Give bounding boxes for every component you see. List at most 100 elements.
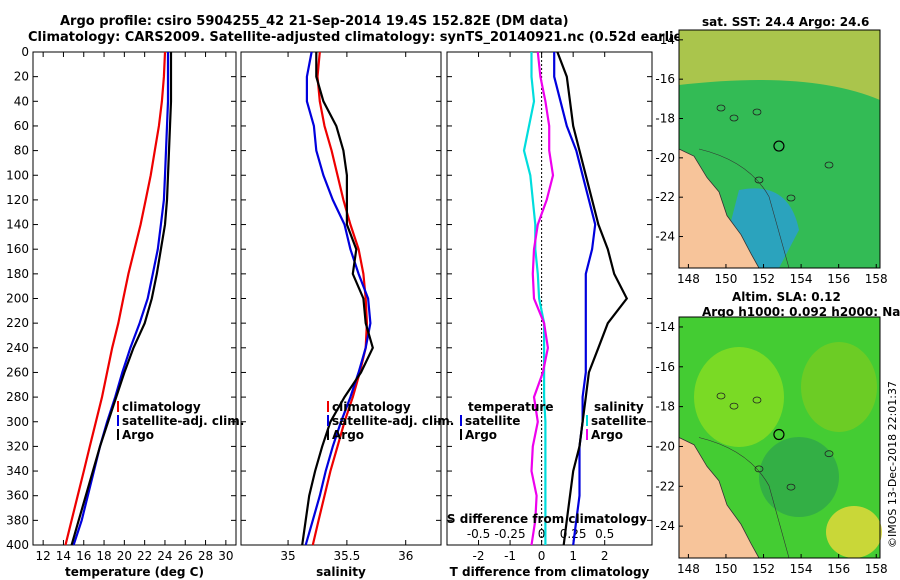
sla-isobath bbox=[698, 437, 790, 559]
difference-series-satellite bbox=[553, 52, 597, 546]
sst-title: sat. SST: 24.4 Argo: 24.6 bbox=[702, 15, 870, 29]
sla-lat-tick-label: -22 bbox=[655, 479, 675, 493]
sst-lat-tick-label: -24 bbox=[655, 230, 675, 244]
depth-tick-label: 360 bbox=[6, 489, 29, 503]
temperature-x-tick-label: 12 bbox=[36, 549, 51, 563]
sst-warm-region bbox=[679, 30, 880, 100]
sla-lat-tick-label: -18 bbox=[655, 400, 675, 414]
temperature-series-satellite bbox=[72, 52, 170, 546]
temperature-x-tick-label: 14 bbox=[56, 549, 71, 563]
sla-lon-tick-label: 148 bbox=[677, 562, 700, 576]
depth-tick-label: 40 bbox=[14, 94, 29, 108]
sla-high-region bbox=[826, 506, 882, 558]
sst-lon-tick-label: 150 bbox=[715, 272, 738, 286]
salinity-x-tick-label: 35 bbox=[280, 549, 295, 563]
temperature-x-tick-label: 18 bbox=[96, 549, 111, 563]
sla-reef bbox=[786, 483, 796, 491]
sst-reef bbox=[786, 194, 796, 202]
tdiff-x-tick-label: 2 bbox=[601, 549, 609, 563]
sst-lat-tick-label: -18 bbox=[655, 112, 675, 126]
temperature-series-climatology bbox=[64, 51, 167, 546]
sla-lon-tick-label: 152 bbox=[752, 562, 775, 576]
tdiff-x-tick-label: 0 bbox=[538, 549, 546, 563]
sdiff-x-tick-label: 0.5 bbox=[595, 527, 614, 541]
sla-reef bbox=[824, 450, 834, 458]
salinity-legend-label: Argo bbox=[332, 428, 364, 442]
sst-float-marker bbox=[773, 140, 785, 152]
depth-tick-label: 300 bbox=[6, 415, 29, 429]
sst-lon-tick-label: 152 bbox=[752, 272, 775, 286]
chart-title-line2: Climatology: CARS2009. Satellite-adjuste… bbox=[28, 30, 695, 45]
sla-title: Altim. SLA: 0.12 bbox=[732, 290, 841, 304]
sla-subtitle: Argo h1000: 0.092 h2000: NaN bbox=[702, 305, 900, 319]
sst-lon-tick-label: 156 bbox=[827, 272, 850, 286]
depth-tick-label: 20 bbox=[14, 70, 29, 84]
sst-lat-tick-label: -20 bbox=[655, 151, 675, 165]
difference-series-argo bbox=[556, 51, 629, 546]
depth-tick-label: 260 bbox=[6, 365, 29, 379]
diff-legend-salinity-heading: salinity bbox=[594, 400, 644, 414]
sst-reef bbox=[716, 104, 726, 112]
temperature-x-tick-label: 30 bbox=[218, 549, 233, 563]
sst-isobath bbox=[698, 148, 790, 269]
salinity-axis-label: salinity bbox=[316, 565, 366, 579]
sla-reef bbox=[754, 465, 764, 473]
sla-lon-tick-label: 150 bbox=[715, 562, 738, 576]
sla-reef bbox=[716, 392, 726, 400]
sla-lat-tick-label: -24 bbox=[655, 519, 675, 533]
depth-tick-label: 380 bbox=[6, 513, 29, 527]
temperature-x-tick-label: 16 bbox=[76, 549, 91, 563]
depth-tick-label: 400 bbox=[6, 538, 29, 552]
depth-tick-label: 340 bbox=[6, 464, 29, 478]
sst-lat-tick-label: -16 bbox=[655, 72, 675, 86]
sla-lat-tick-label: -20 bbox=[655, 439, 675, 453]
salinity-series-argo bbox=[301, 52, 374, 546]
salinity-plot-frame bbox=[240, 51, 442, 546]
salinity-legend-label: climatology bbox=[332, 400, 411, 414]
salinity-x-tick-label: 35.5 bbox=[334, 549, 361, 563]
depth-tick-label: 280 bbox=[6, 390, 29, 404]
sla-lat-tick-label: -14 bbox=[655, 320, 675, 334]
difference-series-s_climatology bbox=[530, 51, 555, 546]
salinity-series-satellite bbox=[304, 51, 372, 546]
sla-lon-tick-label: 154 bbox=[790, 562, 813, 576]
salinity-series-climatology bbox=[311, 51, 369, 546]
sla-map-frame bbox=[678, 316, 881, 559]
sst-reef bbox=[752, 108, 762, 116]
tdiff-x-tick-label: -2 bbox=[473, 549, 485, 563]
sst-reef bbox=[824, 161, 834, 169]
sla-low-region bbox=[759, 437, 839, 517]
temperature-x-tick-label: 28 bbox=[198, 549, 213, 563]
sst-lat-tick-label: -14 bbox=[655, 33, 675, 47]
temperature-legend-label: satellite-adj. clim. bbox=[122, 414, 244, 428]
depth-tick-label: 80 bbox=[14, 144, 29, 158]
temperature-legend-label: climatology bbox=[122, 400, 201, 414]
depth-tick-label: 100 bbox=[6, 168, 29, 182]
temperature-x-tick-label: 22 bbox=[137, 549, 152, 563]
depth-tick-label: 220 bbox=[6, 316, 29, 330]
sdiff-x-tick-label: 0 bbox=[538, 527, 546, 541]
sla-lon-tick-label: 156 bbox=[827, 562, 850, 576]
difference-series-s_satellite bbox=[522, 52, 547, 545]
temperature-series-argo bbox=[70, 52, 173, 546]
sla-high-region bbox=[801, 342, 877, 432]
sst-lon-tick-label: 148 bbox=[677, 272, 700, 286]
sst-reef bbox=[729, 114, 739, 122]
sla-reef bbox=[729, 402, 739, 410]
depth-tick-label: 0 bbox=[21, 45, 29, 59]
sla-lon-tick-label: 158 bbox=[865, 562, 888, 576]
salinity-x-tick-label: 36 bbox=[398, 549, 413, 563]
sst-reef bbox=[754, 176, 764, 184]
sla-float-marker bbox=[773, 428, 785, 441]
depth-tick-label: 60 bbox=[14, 119, 29, 133]
sdiff-axis-label: S difference from climatology bbox=[447, 512, 647, 526]
temperature-axis-label: temperature (deg C) bbox=[65, 565, 204, 579]
sla-lat-tick-label: -16 bbox=[655, 360, 675, 374]
diff-legend-temperature-heading: temperature bbox=[468, 400, 553, 414]
sst-map-frame bbox=[678, 29, 881, 269]
diff-legend-salinity-label: satellite bbox=[591, 414, 646, 428]
sla-reef bbox=[752, 396, 762, 404]
depth-tick-label: 180 bbox=[6, 267, 29, 281]
sdiff-x-tick-label: -0.25 bbox=[495, 527, 526, 541]
